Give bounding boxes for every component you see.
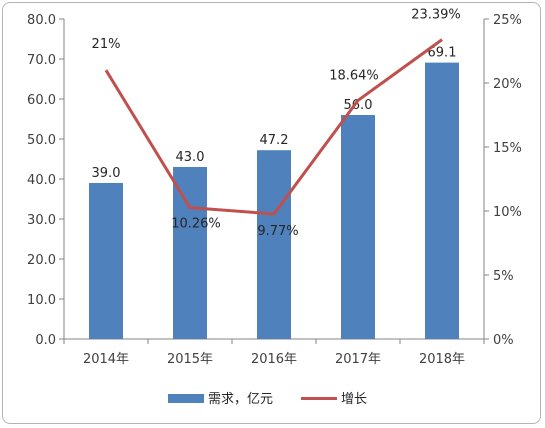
growth-line [104,38,443,216]
left-tick-label: 80.0 [27,13,56,28]
bar [173,167,207,339]
left-tick-label: 30.0 [27,213,56,228]
bar [425,62,459,339]
x-tick-label: 2015年 [167,352,213,367]
left-tick-label: 0.0 [35,333,56,348]
right-tick-label: 0% [493,333,514,348]
line-data-label: 23.39% [411,8,461,23]
bar-data-label: 69.1 [428,46,457,61]
left-tick-label: 40.0 [27,173,56,188]
right-tick-label: 10% [493,205,522,220]
left-tick-label: 10.0 [27,293,56,308]
right-tick-label: 25% [493,13,522,28]
x-tick-label: 2016年 [251,352,297,367]
legend: 需求，亿元 增长 [168,392,367,407]
line-data-label: 21% [92,37,121,52]
right-tick-label: 15% [493,141,522,156]
line-data-label: 9.77% [257,224,298,239]
bar [341,115,375,339]
x-tick-label: 2017年 [335,352,381,367]
right-tick-label: 20% [493,77,522,92]
bar [89,183,123,339]
left-tick-label: 20.0 [27,253,56,268]
legend-bar-label: 需求，亿元 [208,392,273,407]
left-tick-label: 60.0 [27,93,56,108]
line-series: 21% 10.26% 9.77% 18.64% 23.39% [92,8,461,239]
right-axis-ticks: 0% 5% 10% 15% 20% 25% [484,13,522,348]
bar [257,150,291,339]
x-tick-label: 2018年 [419,352,465,367]
left-tick-label: 70.0 [27,53,56,68]
line-data-label: 18.64% [329,68,379,83]
legend-line-label: 增长 [341,392,367,407]
legend-bar-swatch [168,394,204,403]
bar-data-label: 39.0 [92,166,121,181]
x-tick-label: 2014年 [83,352,129,367]
bar-data-label: 47.2 [260,133,289,148]
line-data-label: 10.26% [171,217,221,232]
x-axis-ticks: 2014年 2015年 2016年 2017年 2018年 [63,339,485,367]
right-tick-label: 5% [493,269,514,284]
left-axis-ticks: 0.0 10.0 20.0 30.0 40.0 50.0 60.0 70.0 80.0 [27,13,64,348]
bar-data-label: 43.0 [176,150,205,165]
bar-series: 39.043.047.256.069.1 [89,46,459,339]
left-tick-label: 50.0 [27,133,56,148]
